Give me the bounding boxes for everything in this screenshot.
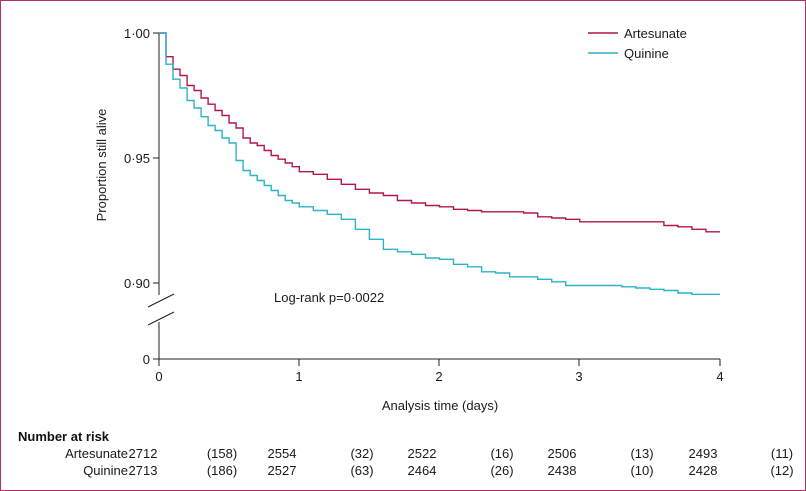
legend: Artesunate Quinine [588, 26, 687, 61]
risk-table: Number at risk Artesunate Quinine 2712 (1… [18, 429, 794, 478]
axis-break-mark [147, 311, 175, 326]
risk-cell-artesunate-7: (13) [630, 446, 653, 461]
risk-cell-artesunate-8: 2493 [689, 446, 718, 461]
risk-cell-quinine-6: 2438 [548, 463, 577, 478]
series-line-quinine [159, 32, 720, 295]
risk-cell-quinine-7: (10) [630, 463, 653, 478]
risk-cell-artesunate-1: (158) [207, 446, 237, 461]
risk-cell-artesunate-4: 2522 [408, 446, 437, 461]
log-rank-annotation: Log-rank p=0·0022 [274, 290, 384, 305]
x-axis: 0 1 2 3 4 [155, 358, 724, 384]
risk-cell-quinine-0: 2713 [129, 463, 158, 478]
x-tick-label-1: 1 [295, 369, 302, 384]
risk-cell-quinine-3: (63) [350, 463, 373, 478]
risk-cell-quinine-9: (12) [770, 463, 793, 478]
risk-cell-artesunate-6: 2506 [548, 446, 577, 461]
legend-label-quinine: Quinine [624, 46, 669, 61]
series-line-artesunate [159, 32, 720, 233]
x-axis-title: Analysis time (days) [382, 398, 498, 413]
series-layer [159, 32, 720, 295]
x-tick-label-0: 0 [155, 369, 162, 384]
y-axis-title: Proportion still alive [94, 109, 109, 222]
y-tick-label-090: 0·90 [124, 276, 150, 291]
risk-table-title: Number at risk [18, 429, 110, 444]
y-tick-label-1: 1·00 [124, 26, 150, 41]
legend-label-artesunate: Artesunate [624, 26, 687, 41]
risk-cell-quinine-5: (26) [490, 463, 513, 478]
risk-cell-artesunate-5: (16) [490, 446, 513, 461]
y-axis: 1·00 0·95 0·90 0 [124, 26, 175, 367]
y-tick-label-095: 0·95 [124, 151, 150, 166]
risk-row-label-artesunate: Artesunate [65, 446, 128, 461]
x-tick-label-3: 3 [575, 369, 582, 384]
risk-cell-artesunate-2: 2554 [268, 446, 297, 461]
axis-break-mark [147, 293, 175, 308]
risk-cell-quinine-4: 2464 [408, 463, 437, 478]
risk-row-label-quinine: Quinine [83, 463, 128, 478]
x-tick-label-4: 4 [716, 369, 723, 384]
risk-cell-artesunate-3: (32) [350, 446, 373, 461]
risk-cells: 2712 (158) 2554 (32) 2522 (16) 2506 (13) 2493 (11… [129, 446, 794, 478]
risk-cell-quinine-8: 2428 [689, 463, 718, 478]
risk-cell-quinine-2: 2527 [268, 463, 297, 478]
y-tick-label-0: 0 [143, 352, 150, 367]
x-tick-label-2: 2 [435, 369, 442, 384]
risk-cell-quinine-1: (186) [207, 463, 237, 478]
risk-cell-artesunate-0: 2712 [129, 446, 158, 461]
risk-cell-artesunate-9: (11) [771, 446, 793, 461]
